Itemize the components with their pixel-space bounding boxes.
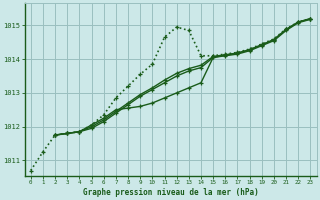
X-axis label: Graphe pression niveau de la mer (hPa): Graphe pression niveau de la mer (hPa) <box>83 188 259 197</box>
